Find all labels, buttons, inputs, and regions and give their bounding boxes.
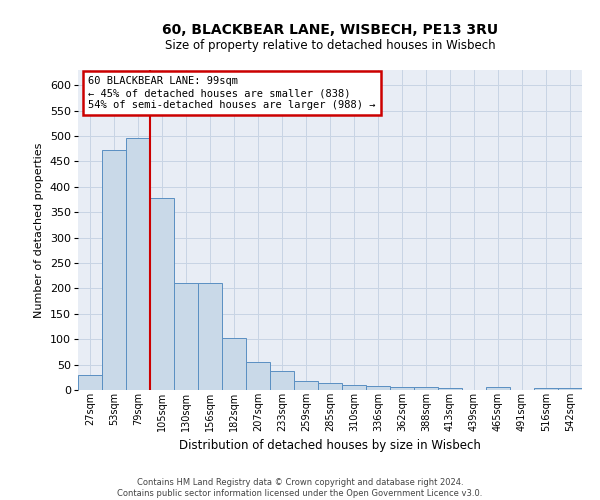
Bar [102,150,126,390]
Bar [366,386,390,390]
Bar [438,388,462,390]
Text: Contains HM Land Registry data © Crown copyright and database right 2024.
Contai: Contains HM Land Registry data © Crown c… [118,478,482,498]
Bar [534,388,558,390]
Bar [342,385,366,390]
Text: Size of property relative to detached houses in Wisbech: Size of property relative to detached ho… [164,38,496,52]
Bar [126,138,150,390]
Bar [390,388,414,390]
Bar [198,284,222,390]
Bar [78,375,102,390]
Text: 60, BLACKBEAR LANE, WISBECH, PE13 3RU: 60, BLACKBEAR LANE, WISBECH, PE13 3RU [162,22,498,36]
Bar [318,384,342,390]
Y-axis label: Number of detached properties: Number of detached properties [34,142,44,318]
Bar [174,284,198,390]
Bar [270,371,294,390]
X-axis label: Distribution of detached houses by size in Wisbech: Distribution of detached houses by size … [179,439,481,452]
Bar [486,388,510,390]
Bar [414,388,438,390]
Bar [222,338,246,390]
Bar [150,198,174,390]
Bar [294,381,318,390]
Bar [246,362,270,390]
Text: 60 BLACKBEAR LANE: 99sqm
← 45% of detached houses are smaller (838)
54% of semi-: 60 BLACKBEAR LANE: 99sqm ← 45% of detach… [88,76,376,110]
Bar [558,388,582,390]
